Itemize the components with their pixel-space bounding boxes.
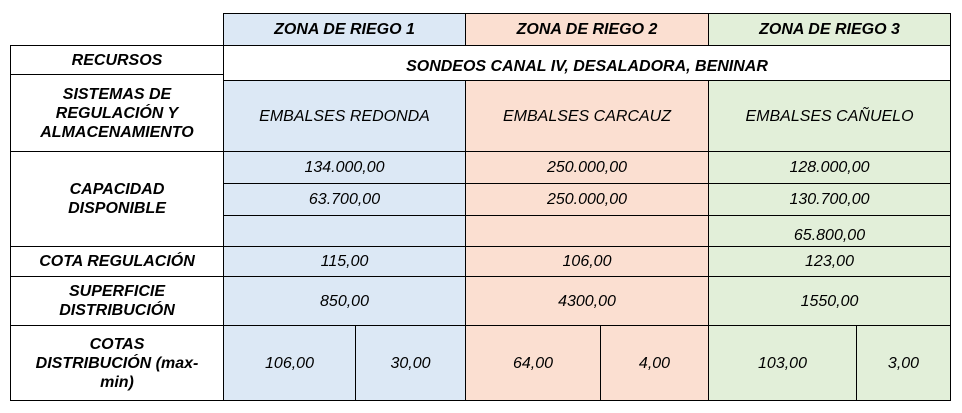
label-capacidad: CAPACIDAD DISPONIBLE [10, 151, 224, 247]
label-cotas-distribucion-line3: min) [100, 373, 134, 391]
label-capacidad-line2: DISPONIBLE [68, 200, 166, 217]
label-sistemas-line2: REGULACIÓN Y [55, 104, 179, 122]
label-superficie-line2: DISTRIBUCIÓN [59, 302, 175, 319]
header-zone-3-text: ZONA DE RIEGO 3 [759, 21, 900, 38]
cotas-zone-1-min-text: 30,00 [390, 354, 431, 372]
sistemas-zone-2: EMBALSES CARCAUZ [465, 80, 709, 152]
cotas-zone-3-max: 103,00 [708, 325, 857, 401]
cotas-zone-2-min: 4,00 [600, 325, 709, 401]
label-sistemas-line3: ALMACENAMIENTO [40, 123, 194, 141]
label-recursos-text: RECURSOS [71, 51, 163, 69]
header-zone-1-text: ZONA DE RIEGO 1 [274, 21, 415, 38]
header-zone-2-text: ZONA DE RIEGO 2 [516, 21, 658, 38]
label-sistemas: SISTEMAS DE REGULACIÓN Y ALMACENAMIENTO [10, 74, 224, 152]
label-superficie-line1: SUPERFICIE [68, 283, 165, 300]
header-zone-1: ZONA DE RIEGO 1 [223, 13, 466, 46]
capacidad-zone-1-a: 134.000,00 [223, 151, 466, 184]
cotas-zone-3-min-text: 3,00 [887, 354, 920, 372]
sistemas-zone-3: EMBALSES CAÑUELO [708, 80, 951, 152]
cota-regulacion-zone-2: 106,00 [465, 246, 709, 277]
label-cotas-distribucion-line2: DISTRIBUCIÓN (max- [35, 354, 199, 372]
superficie-zone-2: 4300,00 [465, 276, 709, 326]
sistemas-zone-3-text: EMBALSES CAÑUELO [745, 107, 914, 125]
sistemas-zone-2-text: EMBALSES CARCAUZ [502, 107, 672, 125]
capacidad-zone-1-a-text: 134.000,00 [304, 159, 385, 176]
capacidad-zone-2-a-text: 250.000,00 [546, 159, 628, 176]
superficie-zone-3: 1550,00 [708, 276, 951, 326]
capacidad-zone-2-b-text: 250.000,00 [546, 191, 628, 208]
capacidad-zone-3-c-text: 65.800,00 [793, 226, 866, 244]
label-superficie: SUPERFICIE DISTRIBUCIÓN [10, 276, 224, 326]
label-cota-regulacion-text: COTA REGULACIÓN [39, 253, 195, 270]
sistemas-zone-1-text: EMBALSES REDONDA [259, 107, 430, 125]
cotas-zone-1-min: 30,00 [355, 325, 466, 401]
label-recursos: RECURSOS [10, 45, 224, 75]
label-cota-regulacion: COTA REGULACIÓN [10, 246, 224, 277]
superficie-zone-1: 850,00 [223, 276, 466, 326]
capacidad-zone-3-c: 65.800,00 [708, 215, 951, 247]
label-cotas-distribucion: COTAS DISTRIBUCIÓN (max- min) [10, 325, 224, 401]
superficie-zone-2-text: 4300,00 [558, 292, 616, 310]
capacidad-zone-3-a: 128.000,00 [708, 151, 951, 184]
header-zone-2: ZONA DE RIEGO 2 [465, 13, 709, 46]
cota-regulacion-zone-3: 123,00 [708, 246, 951, 277]
header-zone-3: ZONA DE RIEGO 3 [708, 13, 951, 46]
superficie-zone-1-text: 850,00 [320, 292, 369, 310]
cotas-zone-2-max-text: 64,00 [512, 354, 554, 372]
label-sistemas-line1: SISTEMAS DE [62, 85, 172, 103]
label-capacidad-line1: CAPACIDAD [69, 181, 165, 198]
cota-regulacion-zone-1-text: 115,00 [320, 253, 369, 270]
cotas-zone-2-min-text: 4,00 [638, 354, 671, 372]
capacidad-zone-2-empty [465, 215, 709, 247]
capacidad-zone-1-b-text: 63.700,00 [308, 191, 381, 208]
cota-regulacion-zone-2-text: 106,00 [562, 253, 612, 270]
cota-regulacion-zone-1: 115,00 [223, 246, 466, 277]
label-cotas-distribucion-line1: COTAS [89, 335, 145, 353]
cota-regulacion-zone-3-text: 123,00 [805, 253, 854, 270]
capacidad-zone-3-b-text: 130.700,00 [789, 191, 870, 208]
capacidad-zone-3-a-text: 128.000,00 [789, 159, 870, 176]
cotas-zone-1-max-text: 106,00 [265, 354, 314, 372]
capacidad-zone-2-a: 250.000,00 [465, 151, 709, 184]
cotas-zone-3-max-text: 103,00 [758, 354, 807, 372]
recursos-value-text: SONDEOS CANAL IV, DESALADORA, BENINAR [406, 57, 768, 75]
cotas-zone-3-min: 3,00 [856, 325, 951, 401]
cotas-zone-2-max: 64,00 [465, 325, 601, 401]
capacidad-zone-2-b: 250.000,00 [465, 183, 709, 216]
capacidad-zone-1-empty [223, 215, 466, 247]
recursos-value: SONDEOS CANAL IV, DESALADORA, BENINAR [223, 45, 951, 81]
capacidad-zone-3-b: 130.700,00 [708, 183, 951, 216]
sistemas-zone-1: EMBALSES REDONDA [223, 80, 466, 152]
superficie-zone-3-text: 1550,00 [800, 292, 859, 310]
capacidad-zone-1-b: 63.700,00 [223, 183, 466, 216]
cotas-zone-1-max: 106,00 [223, 325, 356, 401]
